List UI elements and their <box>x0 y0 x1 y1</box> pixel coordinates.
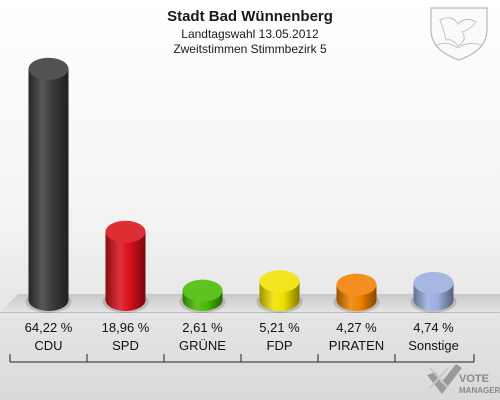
value-label-piraten: 4,27 % <box>336 320 377 335</box>
bar-sonstige <box>410 271 457 313</box>
value-labels-group: 64,22 % 18,96 % 2,61 % 5,21 % 4,27 % 4,74 % <box>25 320 455 335</box>
bar-piraten <box>333 273 380 313</box>
bar-top <box>336 273 377 296</box>
value-label-sonstige: 4,74 % <box>413 320 454 335</box>
category-label-fdp: FDP <box>267 338 293 353</box>
category-bracket <box>9 354 475 363</box>
chart-subtitle-date: Landtagswahl 13.05.2012 <box>181 27 319 41</box>
bar-body <box>28 68 69 311</box>
bar-top <box>28 57 69 80</box>
category-label-piraten: PIRATEN <box>329 338 384 353</box>
value-label-grne: 2,61 % <box>182 320 223 335</box>
bar-grne <box>179 279 226 313</box>
bar-top <box>182 279 223 302</box>
coat-of-arms-icon <box>430 7 488 61</box>
vote-manager-logo: VOTE MANAGER <box>427 364 500 395</box>
bar-cdu <box>25 57 72 313</box>
category-label-sonstige: Sonstige <box>408 338 459 353</box>
value-label-cdu: 64,22 % <box>25 320 73 335</box>
logo-text-manager: MANAGER <box>459 386 500 395</box>
bar-top <box>259 270 300 293</box>
checkmark-icon <box>427 364 462 394</box>
category-labels-group: CDU SPD GRÜNE FDP PIRATEN Sonstige <box>34 338 458 353</box>
category-label-cdu: CDU <box>34 338 62 353</box>
category-label-grne: GRÜNE <box>179 338 226 353</box>
bar-spd <box>102 220 149 313</box>
chart-title: Stadt Bad Wünnenberg <box>167 8 333 25</box>
bar-fdp <box>256 270 303 313</box>
value-label-spd: 18,96 % <box>102 320 150 335</box>
value-label-fdp: 5,21 % <box>259 320 300 335</box>
bar-top <box>413 271 454 294</box>
category-label-spd: SPD <box>112 338 139 353</box>
bar-body <box>105 231 146 311</box>
chart-subtitle-district: Zweitstimmen Stimmbezirk 5 <box>173 42 327 56</box>
logo-text-vote: VOTE <box>459 373 489 385</box>
bar-top <box>105 220 146 243</box>
bars-group <box>25 57 457 313</box>
